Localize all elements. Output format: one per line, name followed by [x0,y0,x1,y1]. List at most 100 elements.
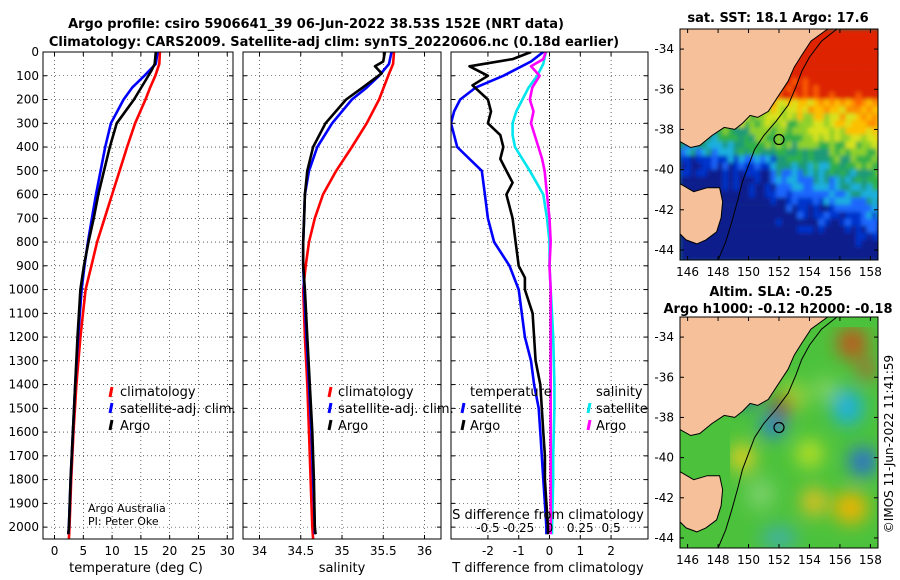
sst-cell [850,43,858,51]
depth-tick-label: 1000 [8,283,39,297]
sst-cell [871,99,878,107]
sst-cell [866,141,874,149]
sla-anomaly [795,439,824,468]
sst-cell [834,85,842,93]
sst-cell [754,169,762,177]
sst-cell [712,162,719,170]
sst-cell [728,155,735,163]
sst-cell [855,92,863,100]
sst-cell [839,106,847,114]
sst-cell [722,218,730,226]
sst-cell [797,148,805,156]
sst-cell [776,218,783,226]
sst-cell [712,141,719,149]
sst-cell [797,239,805,247]
sst-cell [861,176,869,184]
sst-cell [818,92,826,100]
sst-cell [866,239,874,247]
sst-cell [861,29,869,36]
sst-cell [871,85,878,93]
lon-tick-label: 148 [707,553,730,567]
sst-cell [738,169,746,177]
salinity-axes-frame [242,51,442,540]
sst-cell [823,120,831,128]
sst-cell [712,169,719,177]
sst-cell [829,239,837,247]
sst-cell [733,134,741,142]
sst-cell [855,71,863,79]
sst-cell [791,246,799,254]
sst-cell [839,169,847,177]
sst-cell [754,204,762,212]
sst-cell [871,183,878,191]
sst-cell [722,141,730,149]
sst-cell [776,225,783,233]
sst-cell [818,183,826,191]
sst-cell [823,29,831,36]
lat-tick-label: -40 [654,163,674,177]
sst-cell [701,176,709,184]
sst-cell [722,162,730,170]
sla-map-title-line2: Argo h1000: -0.12 h2000: -0.18 [663,302,892,317]
sst-cell [696,162,703,170]
sst-cell [807,162,815,170]
sst-cell [839,64,847,72]
sst-cell [845,197,853,205]
sst-cell [818,85,826,93]
sst-cell [802,106,810,114]
sst-cell [791,254,799,260]
sst-cell [871,254,878,260]
sst-cell [797,232,805,240]
sst-cell [813,36,821,43]
sst-cell [807,134,815,142]
sst-cell [680,254,687,260]
credit-pi: PI: Peter Oke [88,515,159,528]
sst-cell [850,36,858,43]
sst-cell [728,134,735,142]
series-climatology [67,52,162,539]
sst-cell [861,78,869,86]
sst-cell [781,211,789,219]
sst-cell [807,232,815,240]
sst-cell [855,204,863,212]
sst-cell [749,232,757,240]
sst-cell [823,85,831,93]
sst-cell [850,64,858,72]
sst-cell [845,71,853,79]
sst-cell [861,92,869,100]
depth-tick-label: 500 [16,164,39,178]
sst-cell [749,246,757,254]
sst-cell [760,148,767,156]
sst-cell [850,106,858,114]
sst-cell [866,169,874,177]
sst-cell [791,148,799,156]
sst-cell [791,127,799,135]
sst-cell [760,232,767,240]
sst-cell [728,232,735,240]
sst-cell [807,120,815,128]
sst-cell [850,232,858,240]
sst-cell [770,190,778,198]
series-climatology [301,52,396,539]
sst-cell [845,218,853,226]
depth-tick-label: 1200 [8,330,39,344]
sst-cell [733,169,741,177]
sla-anomaly [801,487,827,516]
sst-cell [845,176,853,184]
sst-cell [765,190,773,198]
sst-cell [823,57,831,65]
sst-cell [744,183,751,191]
sst-cell [738,232,746,240]
sst-cell [818,197,826,205]
sst-cell [845,239,853,247]
sst-cell [781,225,789,233]
sst-cell [813,204,821,212]
sst-cell [791,106,799,114]
sst-cell [855,232,863,240]
sst-cell [733,141,741,149]
sst-cell [834,148,842,156]
sst-cell [866,218,874,226]
sst-cell [839,43,847,51]
sst-cell [706,162,714,170]
lat-tick-label: -42 [654,203,674,217]
